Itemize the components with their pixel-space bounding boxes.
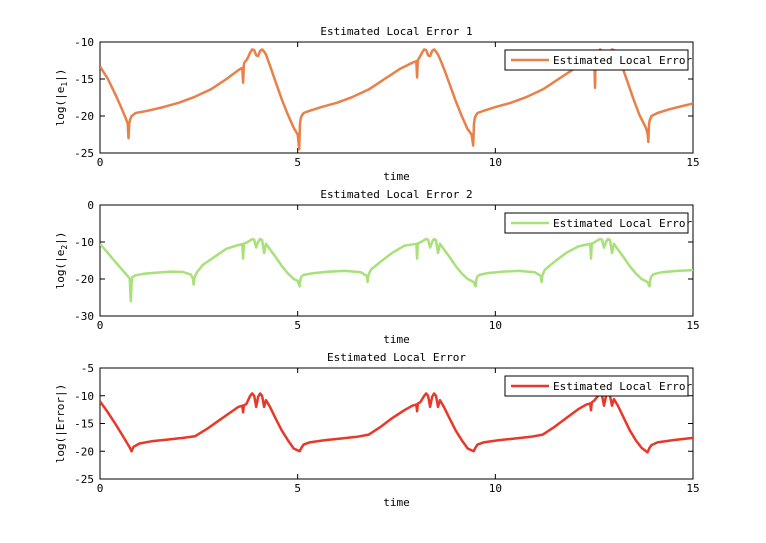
y-tick-label: -10: [74, 36, 94, 49]
legend: Estimated Local Error: [504, 49, 692, 71]
y-tick-label: -25: [74, 147, 94, 160]
chart-title: Estimated Local Error 2: [320, 188, 472, 201]
y-axis-label-main: log(|e: [54, 250, 67, 290]
legend-label: Estimated Local Error: [553, 380, 692, 393]
chart-2: Estimated Local Error 2 0 5 10 15 -30 -20 -10 0 t…: [54, 188, 700, 346]
x-tick-label: 0: [97, 156, 104, 169]
y-axis-label-subscript: 2: [60, 245, 69, 250]
legend-label: Estimated Local Error: [553, 54, 692, 67]
y-axis-label-end: |): [54, 69, 67, 82]
y-tick-label: -20: [74, 445, 94, 458]
y-tick-label: -15: [74, 418, 94, 431]
y-axis-label-main: log(|e: [54, 87, 67, 127]
legend-box: [504, 212, 689, 234]
legend: Estimated Local Error: [504, 375, 692, 397]
axes-box: [99, 204, 694, 317]
x-tick-label: 5: [294, 319, 301, 332]
x-axis-label: time: [383, 170, 410, 183]
legend-box: [504, 49, 689, 71]
x-tick-label: 15: [686, 156, 699, 169]
x-tick-label: 0: [97, 482, 104, 495]
x-tick-label: 15: [686, 482, 699, 495]
legend-label: Estimated Local Error: [553, 217, 692, 230]
chart-title: Estimated Local Error: [327, 351, 466, 364]
y-tick-label: -20: [74, 110, 94, 123]
x-axis-label: time: [383, 333, 410, 346]
y-tick-label: -10: [74, 390, 94, 403]
series-line-1: [100, 392, 693, 454]
y-tick-label: -5: [81, 362, 94, 375]
x-tick-label: 5: [294, 156, 301, 169]
y-axis-label: log(|e2|): [54, 232, 69, 290]
x-tick-label: 15: [686, 319, 699, 332]
y-tick-label: -30: [74, 310, 94, 323]
y-axis-label-main: log(|Error|): [54, 384, 67, 463]
x-tick-label: 5: [294, 482, 301, 495]
y-tick-label: -20: [74, 273, 94, 286]
x-tick-label: 0: [97, 319, 104, 332]
legend-box: [504, 375, 689, 397]
legend: Estimated Local Error: [504, 212, 692, 234]
y-tick-label: -10: [74, 236, 94, 249]
x-tick-label: 10: [489, 482, 502, 495]
y-axis-label: log(|Error|): [54, 384, 67, 463]
series-line-1: [100, 237, 693, 303]
y-tick-label: -25: [74, 473, 94, 486]
chart-3: Estimated Local Error 0 5 10 15 -25 -20 -15 -10 -…: [54, 351, 700, 509]
x-tick-label: 10: [489, 156, 502, 169]
y-axis-label-subscript: 1: [60, 82, 69, 87]
y-axis-label-end: |): [54, 232, 67, 245]
y-tick-label: -15: [74, 73, 94, 86]
y-axis-label: log(|e1|): [54, 69, 69, 127]
y-tick-label: 0: [87, 199, 94, 212]
chart-1: Estimated Local Error 10 5 10 15-25-20-15-1…: [54, 25, 700, 183]
x-axis-label: time: [383, 496, 410, 509]
x-tick-label: 10: [489, 319, 502, 332]
chart-title: Estimated Local Error 1: [320, 25, 472, 38]
